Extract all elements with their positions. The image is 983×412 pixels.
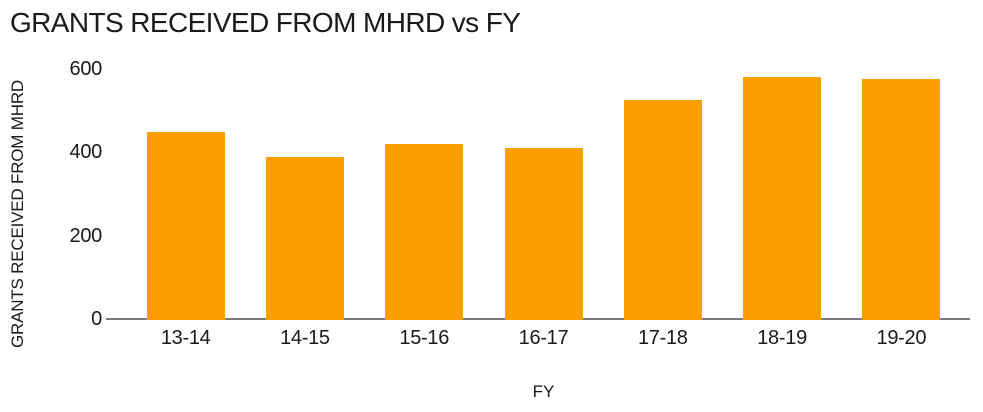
bar-13-14	[146, 132, 225, 320]
x-tick-label: 18-19	[757, 327, 807, 349]
bar-18-19	[743, 77, 822, 320]
y-tick-label: 600	[69, 58, 103, 80]
x-tick-label: 16-17	[518, 327, 569, 349]
x-tick-label: 17-18	[637, 327, 688, 349]
bar-14-15	[265, 156, 344, 320]
x-tick-label: 19-20	[876, 327, 927, 349]
bar-16-17	[504, 148, 583, 320]
x-tick-label: 14-15	[280, 327, 330, 349]
y-tick-label: 0	[91, 308, 102, 330]
x-axis-title: FY	[532, 382, 555, 401]
bar-15-16	[385, 144, 464, 320]
bar-17-18	[623, 100, 702, 320]
y-axis-title: GRANTS RECEIVED FROM MHRD	[8, 80, 27, 348]
chart-title: GRANTS RECEIVED FROM MHRD vs FY	[10, 7, 521, 38]
x-tick-label: 15-16	[399, 327, 450, 349]
y-tick-label: 400	[69, 141, 103, 164]
bar-19-20	[862, 79, 941, 320]
x-tick-label: 13-14	[160, 327, 211, 349]
y-tick-label: 200	[69, 224, 103, 247]
